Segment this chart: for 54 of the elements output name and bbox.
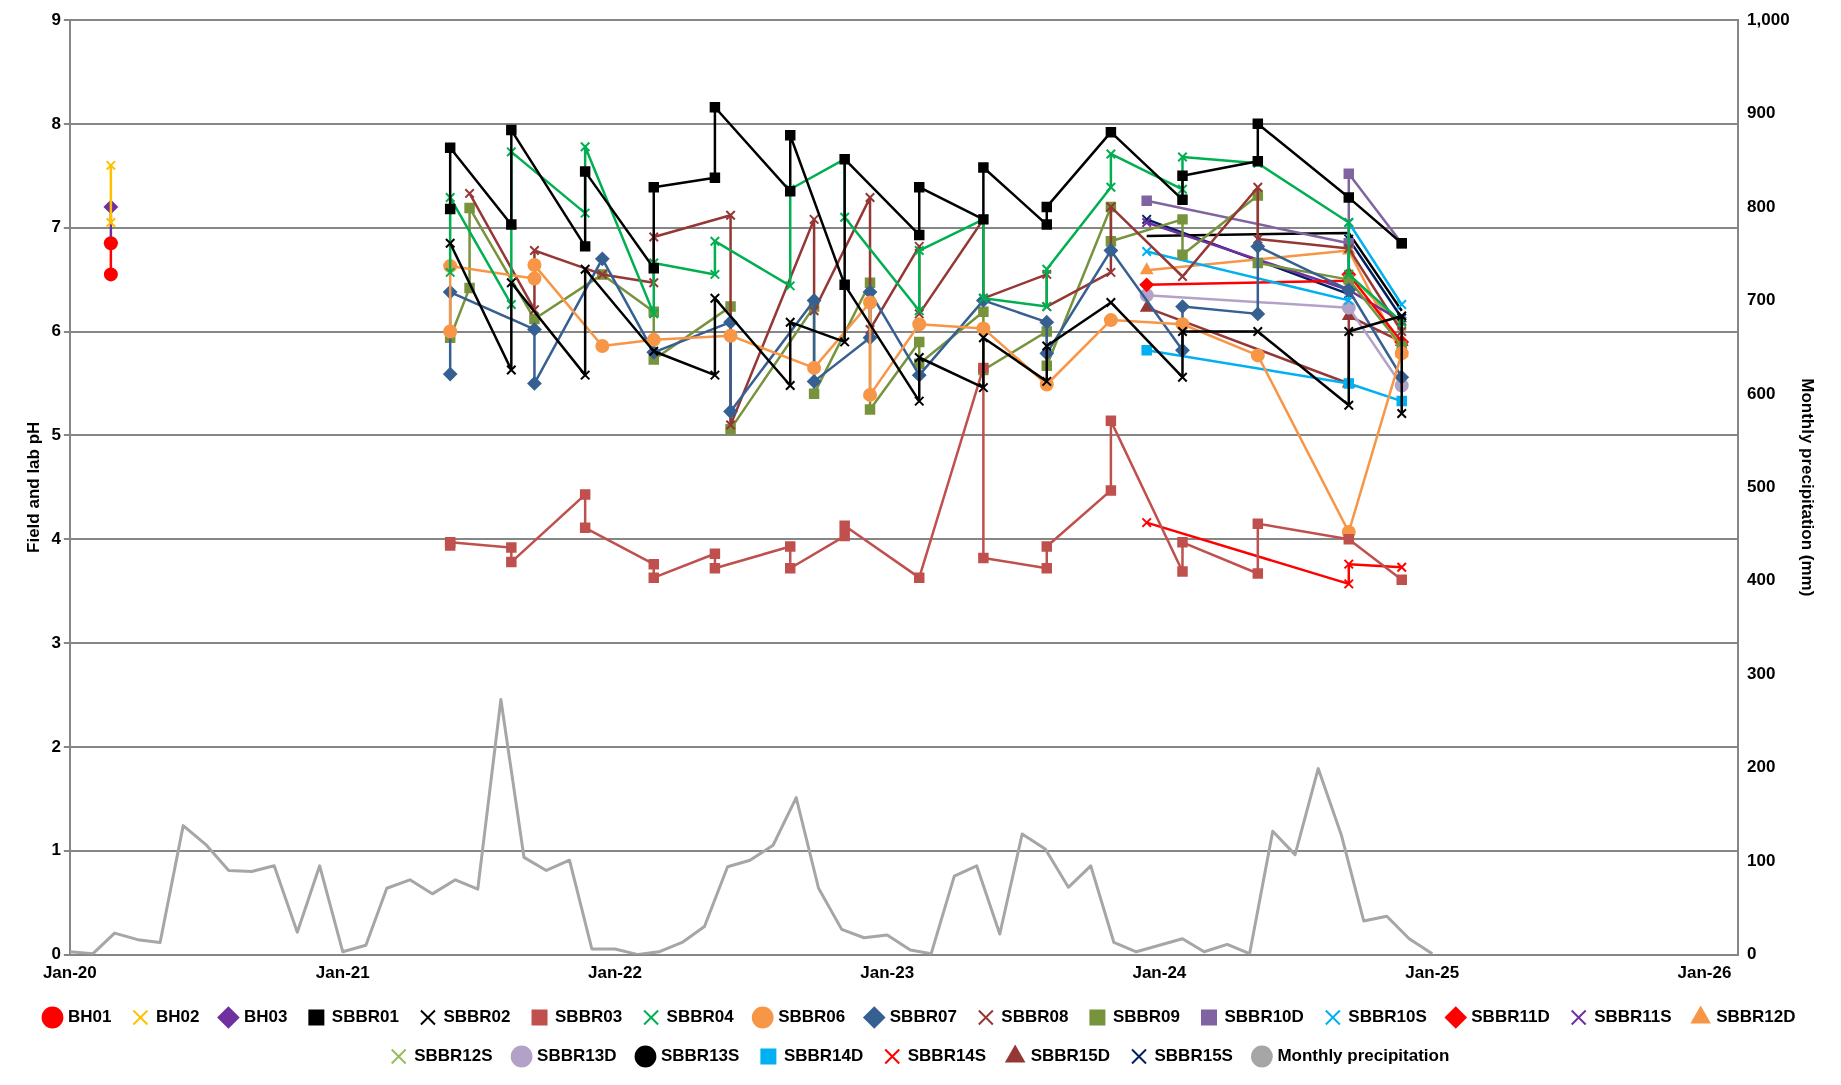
legend-label: SBBR11D bbox=[1471, 1007, 1550, 1027]
y-tick-label: 4 bbox=[51, 528, 62, 548]
legend-label: SBBR13S bbox=[660, 1046, 740, 1066]
legend-label: SBBR12S bbox=[414, 1046, 493, 1066]
y-tick-label: 8 bbox=[51, 113, 61, 133]
legend-label: SBBR10D bbox=[1224, 1007, 1304, 1027]
legend-label: SBBR08 bbox=[1001, 1007, 1069, 1027]
legend-label: SBBR14D bbox=[783, 1046, 864, 1066]
legend-label: BH03 bbox=[243, 1007, 288, 1027]
legend-label: SBBR02 bbox=[443, 1007, 511, 1027]
legend-label: SBBR03 bbox=[555, 1007, 623, 1027]
legend-label: Monthly precipitation bbox=[1277, 1046, 1450, 1066]
y-tick-label: 5 bbox=[51, 425, 61, 445]
legend-label: SBBR12D bbox=[1716, 1007, 1796, 1027]
y2-tick-label: 100 bbox=[1747, 850, 1776, 870]
legend-label: SBBR14S bbox=[907, 1046, 987, 1066]
legend-label: SBBR06 bbox=[778, 1007, 846, 1027]
y2-tick-label: 800 bbox=[1747, 196, 1776, 216]
y-tick-label: 3 bbox=[51, 632, 61, 652]
y2-tick-label: 1,000 bbox=[1747, 9, 1790, 29]
x-tick-label: Jan-24 bbox=[1132, 963, 1187, 983]
legend-label: SBBR15D bbox=[1030, 1046, 1111, 1066]
y2-tick-label: 0 bbox=[1747, 944, 1757, 964]
legend-label: SBBR11S bbox=[1594, 1007, 1672, 1027]
legend-label: SBBR13D bbox=[537, 1046, 617, 1066]
y2-tick-label: 400 bbox=[1747, 570, 1776, 590]
legend-label: SBBR09 bbox=[1112, 1007, 1181, 1027]
legend-label: BH02 bbox=[155, 1007, 200, 1027]
y-tick-label: 6 bbox=[51, 321, 61, 341]
y-tick-label: 7 bbox=[51, 217, 61, 237]
y2-tick-label: 900 bbox=[1747, 103, 1776, 123]
x-tick-label: Jan-21 bbox=[315, 963, 370, 983]
legend-label: SBBR01 bbox=[331, 1007, 399, 1027]
y2-tick-label: 300 bbox=[1747, 663, 1776, 683]
x-tick-label: Jan-20 bbox=[42, 963, 97, 983]
y-tick-label: 1 bbox=[51, 840, 61, 860]
x-tick-label: Jan-26 bbox=[1677, 963, 1732, 983]
y-axis-title: Field and lab pH bbox=[23, 421, 43, 553]
legend-label: BH01 bbox=[67, 1007, 112, 1027]
y2-tick-label: 500 bbox=[1747, 476, 1776, 496]
y2-tick-label: 700 bbox=[1747, 290, 1776, 310]
x-tick-label: Jan-25 bbox=[1405, 963, 1460, 983]
y-tick-label: 0 bbox=[51, 944, 61, 964]
legend-label: SBBR04 bbox=[666, 1007, 735, 1027]
x-tick-label: Jan-22 bbox=[588, 963, 642, 983]
legend-label: SBBR15S bbox=[1154, 1046, 1233, 1066]
legend-label: SBBR10S bbox=[1348, 1007, 1427, 1027]
y2-tick-label: 600 bbox=[1747, 383, 1776, 403]
y-tick-label: 9 bbox=[51, 9, 61, 29]
legend-label: SBBR07 bbox=[889, 1007, 957, 1027]
y2-axis-title: Monthly precipitation (mm) bbox=[1798, 378, 1818, 597]
y-tick-label: 2 bbox=[51, 736, 61, 756]
x-tick-label: Jan-23 bbox=[860, 963, 915, 983]
y2-tick-label: 200 bbox=[1747, 757, 1776, 777]
